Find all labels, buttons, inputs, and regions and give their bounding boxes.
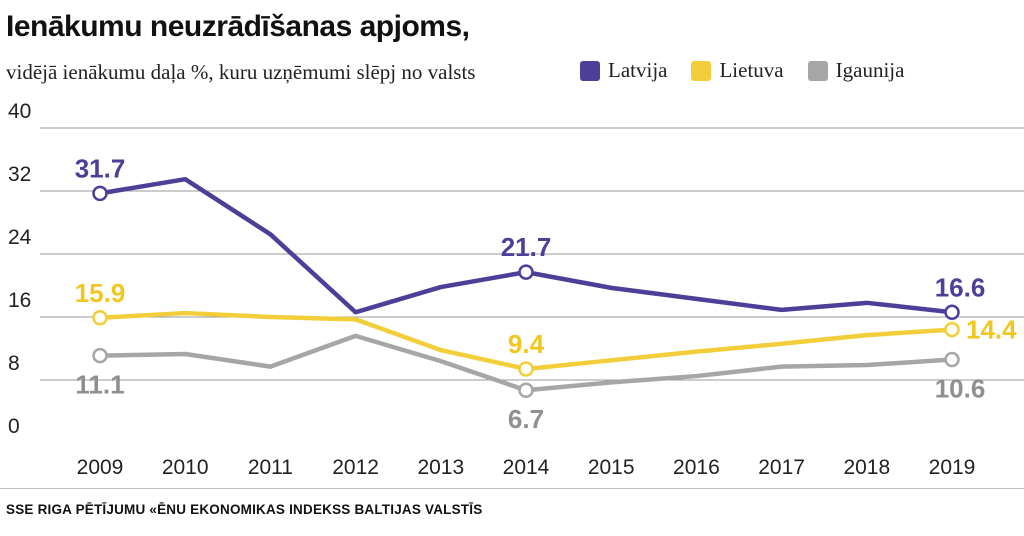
x-tick-label: 2011 <box>248 456 293 479</box>
legend-swatch-igaunija <box>807 60 828 81</box>
legend-swatch-lietuva <box>691 60 712 81</box>
data-label-igaunija: 10.6 <box>935 374 986 404</box>
y-tick-label: 32 <box>8 163 31 186</box>
data-point-latvija <box>944 304 960 321</box>
legend-item-lietuva: Lietuva <box>691 58 784 83</box>
data-label-lietuva: 15.9 <box>75 278 126 308</box>
x-tick-label: 2019 <box>929 456 976 479</box>
legend: Latvija Lietuva Igaunija <box>580 58 904 83</box>
x-tick-label: 2013 <box>417 456 464 479</box>
legend-label-igaunija: Igaunija <box>835 58 905 82</box>
legend-swatch-latvija <box>580 60 600 81</box>
x-tick-label: 2014 <box>503 456 550 479</box>
data-label-igaunija: 6.7 <box>508 404 544 434</box>
data-label-lietuva: 14.4 <box>966 315 1017 345</box>
data-point-igaunija <box>944 351 960 368</box>
data-point-igaunija <box>92 347 108 364</box>
chart-title: Ienākumu neuzrādīšanas apjoms, <box>6 10 470 43</box>
x-tick-label: 2012 <box>332 456 379 479</box>
x-tick-label: 2010 <box>162 456 209 479</box>
data-point-lietuva <box>944 321 960 338</box>
data-point-igaunija <box>518 382 534 398</box>
chart-subtitle: vidējā ienākumu daļa %, kuru uzņēmumi sl… <box>6 60 476 84</box>
x-tick-label: 2017 <box>758 456 805 479</box>
data-point-latvija <box>92 185 108 202</box>
x-tick-label: 2009 <box>77 456 124 479</box>
source-note: SSE RIGA PĒTĪJUMU «ĒNU EKONOMIKAS INDEKS… <box>6 502 483 517</box>
legend-label-lietuva: Lietuva <box>719 58 784 82</box>
data-label-igaunija: 11.1 <box>75 370 124 400</box>
source-divider <box>0 488 1024 489</box>
x-tick-label: 2018 <box>843 456 890 479</box>
y-tick-label: 40 <box>8 100 31 123</box>
data-point-lietuva <box>92 310 108 326</box>
x-tick-label: 2015 <box>588 456 635 479</box>
data-label-lietuva: 9.4 <box>508 329 545 359</box>
data-point-latvija <box>518 264 534 280</box>
data-label-latvija: 21.7 <box>501 232 552 262</box>
legend-item-latvija: Latvija <box>580 58 667 83</box>
y-tick-label: 24 <box>8 226 32 249</box>
line-chart: 0 8 16 24 32 40 2009 2010 2011 2012 2013 2014 2015 20… <box>8 100 1024 479</box>
y-tick-label: 8 <box>8 352 20 375</box>
data-point-lietuva <box>518 361 534 377</box>
legend-label-latvija: Latvija <box>608 58 668 82</box>
x-tick-label: 2016 <box>673 456 720 479</box>
data-label-latvija: 31.7 <box>75 153 126 183</box>
y-tick-label: 0 <box>8 415 20 438</box>
y-tick-label: 16 <box>8 289 31 312</box>
data-label-latvija: 16.6 <box>935 272 986 302</box>
legend-item-igaunija: Igaunija <box>807 58 905 83</box>
